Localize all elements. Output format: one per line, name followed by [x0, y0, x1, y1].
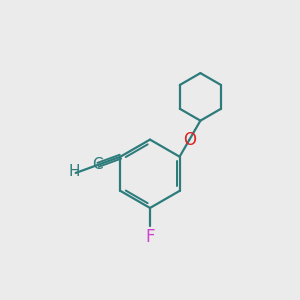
Text: F: F [145, 228, 155, 246]
Text: H: H [68, 164, 80, 179]
Text: O: O [183, 131, 196, 149]
Text: C: C [92, 157, 103, 172]
